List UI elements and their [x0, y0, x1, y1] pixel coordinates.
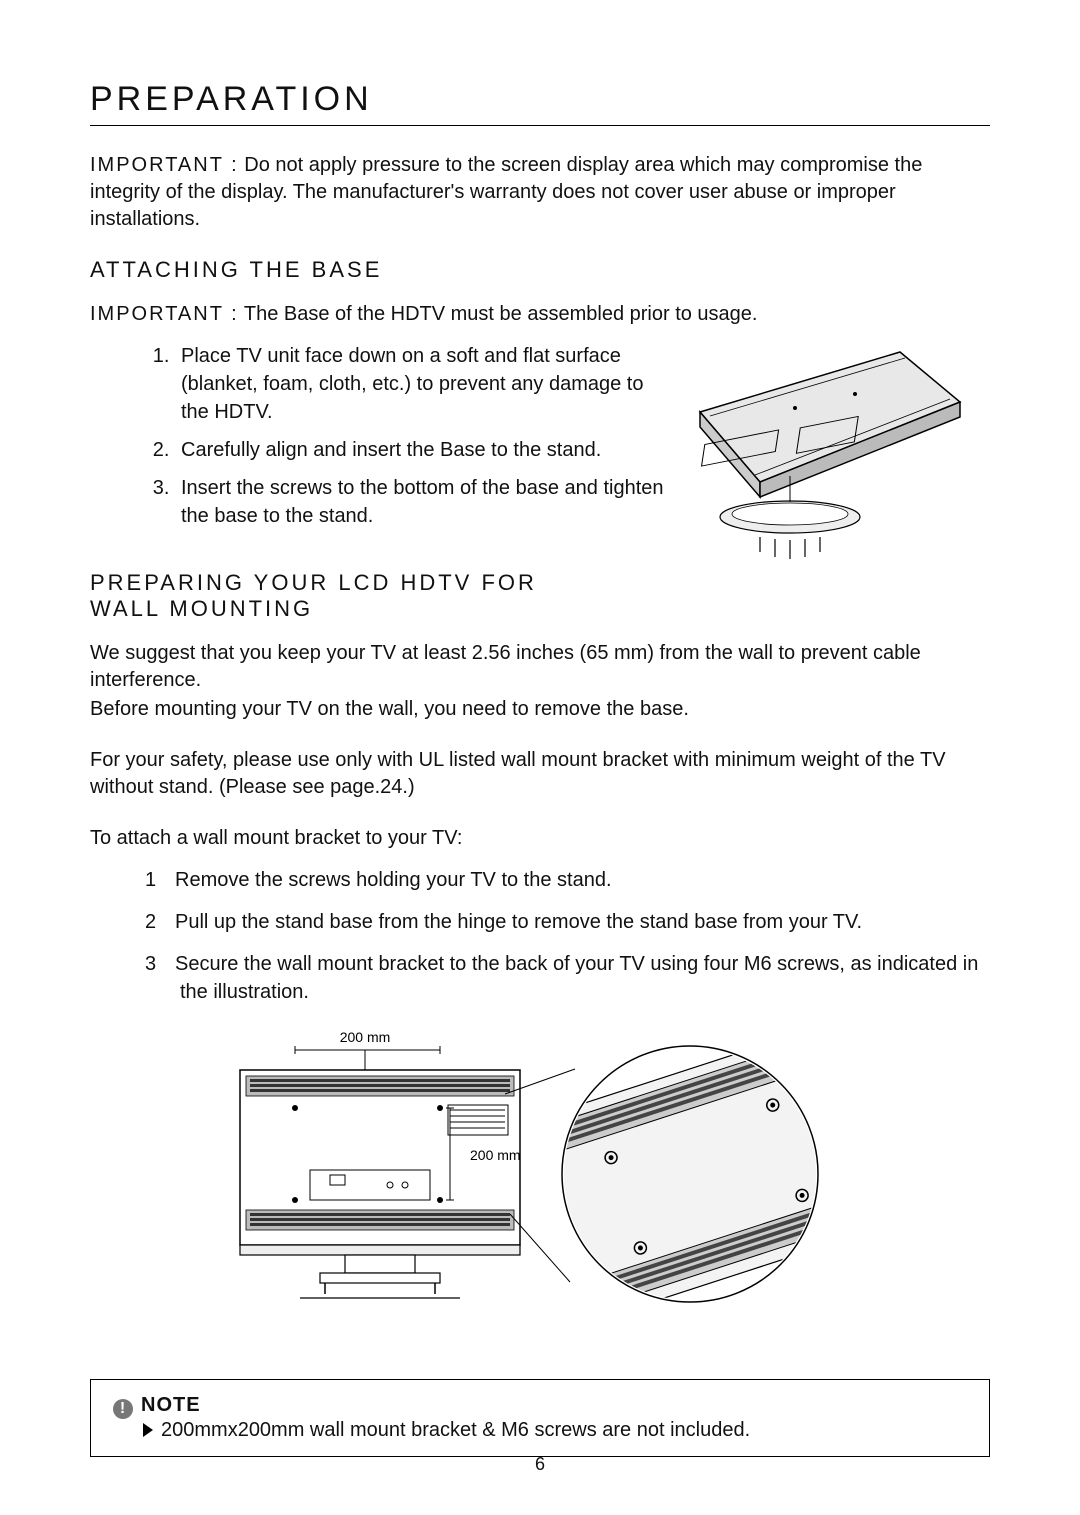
dim-label-horizontal: 200 mm	[340, 1029, 391, 1045]
wall-paragraph-1: We suggest that you keep your TV at leas…	[90, 640, 990, 694]
important-warning-2: IMPORTANT : The Base of the HDTV must be…	[90, 301, 990, 328]
list-item-text: Remove the screws holding your TV to the…	[175, 869, 612, 891]
section-header-wall-mounting: PREPARING YOUR LCD HDTV FOR WALL MOUNTIN…	[90, 570, 590, 622]
wall-mount-illustration-wrap: 200 mm 200 mm	[90, 1024, 990, 1339]
list-item: 1Remove the screws holding your TV to th…	[145, 866, 990, 894]
note-box: ! NOTE 200mmx200mm wall mount bracket & M…	[90, 1379, 990, 1457]
note-line: 200mmx200mm wall mount bracket & M6 scre…	[143, 1419, 959, 1442]
alert-icon: !	[113, 1399, 133, 1419]
list-item: Place TV unit face down on a soft and fl…	[175, 342, 670, 426]
base-steps-column: Place TV unit face down on a soft and fl…	[90, 342, 670, 640]
list-item: 2Pull up the stand base from the hinge t…	[145, 908, 990, 936]
tv-facedown-illustration	[690, 342, 990, 567]
page-title: PREPARATION	[90, 80, 990, 119]
section-header-attaching-base: ATTACHING THE BASE	[90, 257, 990, 283]
list-item: Carefully align and insert the Base to t…	[175, 436, 670, 464]
list-item-text: Secure the wall mount bracket to the bac…	[175, 953, 978, 1003]
triangle-bullet-icon	[143, 1423, 153, 1437]
base-section-row: Place TV unit face down on a soft and fl…	[90, 342, 990, 640]
page-number: 6	[0, 1454, 1080, 1475]
tv-facedown-svg	[690, 342, 970, 562]
wall-steps-list: 1Remove the screws holding your TV to th…	[145, 866, 990, 1006]
list-item-text: Pull up the stand base from the hinge to…	[175, 911, 862, 933]
note-label: NOTE	[141, 1394, 201, 1416]
important-label-1: IMPORTANT :	[90, 154, 239, 176]
wall-paragraph-2: For your safety, please use only with UL…	[90, 747, 990, 801]
list-item: 3Secure the wall mount bracket to the ba…	[145, 950, 990, 1006]
title-rule	[90, 125, 990, 126]
important-text-2: The Base of the HDTV must be assembled p…	[244, 303, 758, 325]
note-heading: ! NOTE	[113, 1394, 959, 1419]
wall-paragraph-3: To attach a wall mount bracket to your T…	[90, 825, 990, 852]
important-label-2: IMPORTANT :	[90, 303, 239, 325]
wall-paragraph-1b: Before mounting your TV on the wall, you…	[90, 696, 990, 723]
wall-mount-svg: 200 mm 200 mm	[230, 1024, 850, 1334]
manual-page: PREPARATION IMPORTANT : Do not apply pre…	[0, 0, 1080, 1515]
note-text: 200mmx200mm wall mount bracket & M6 scre…	[161, 1419, 750, 1441]
list-item: Insert the screws to the bottom of the b…	[175, 474, 670, 530]
important-warning-1: IMPORTANT : Do not apply pressure to the…	[90, 152, 990, 233]
base-steps-list: Place TV unit face down on a soft and fl…	[145, 342, 670, 530]
dim-label-vertical: 200 mm	[470, 1147, 521, 1163]
